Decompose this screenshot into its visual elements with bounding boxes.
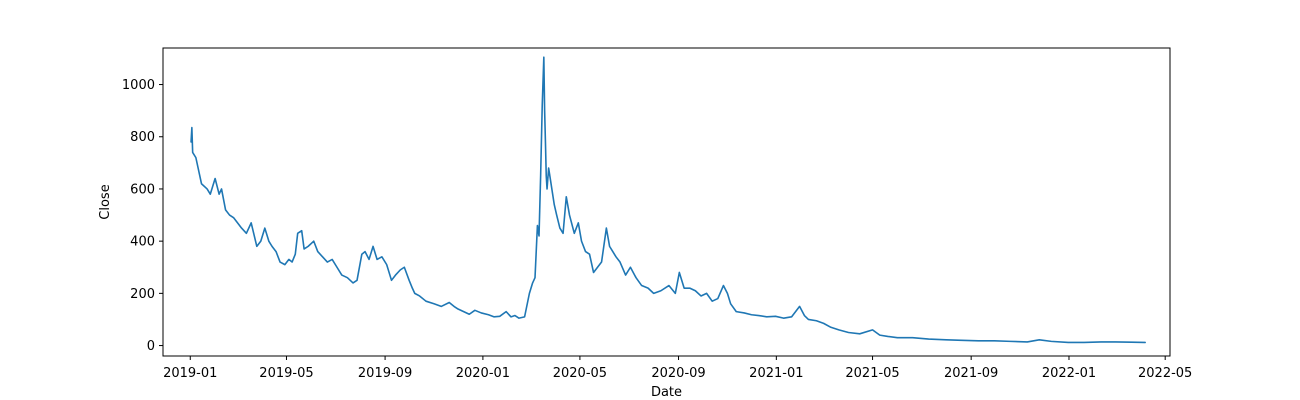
x-tick-label: 2019-05: [259, 366, 313, 381]
x-axis: 2019-01 2019-05 2019-09 2020-01 2020-05 2020-…: [163, 356, 1192, 381]
y-tick-label: 600: [130, 182, 155, 197]
y-tick-label: 0: [147, 339, 155, 354]
y-axis: 0 200 400 600 800 1000: [122, 78, 163, 354]
x-axis-label: Date: [651, 385, 682, 400]
x-tick-label: 2019-01: [163, 366, 217, 381]
x-tick-label: 2020-01: [456, 366, 510, 381]
x-tick-label: 2022-05: [1138, 366, 1192, 381]
x-tick-label: 2019-09: [358, 366, 412, 381]
y-tick-label: 400: [130, 235, 155, 250]
plot-frame: [162, 47, 1171, 357]
x-tick-label: 2021-09: [944, 366, 998, 381]
plot-area: [163, 48, 1170, 356]
x-tick-label: 2022-01: [1042, 366, 1096, 381]
x-tick-label: 2020-09: [651, 366, 705, 381]
y-tick-label: 800: [130, 130, 155, 145]
y-axis-label: Close: [98, 184, 113, 219]
y-tick-label: 200: [130, 287, 155, 302]
y-tick-label: 1000: [122, 78, 155, 93]
x-tick-label: 2020-05: [553, 366, 607, 381]
close-series-line: [190, 56, 1146, 344]
x-tick-label: 2021-01: [749, 366, 803, 381]
x-tick-label: 2021-05: [845, 366, 899, 381]
